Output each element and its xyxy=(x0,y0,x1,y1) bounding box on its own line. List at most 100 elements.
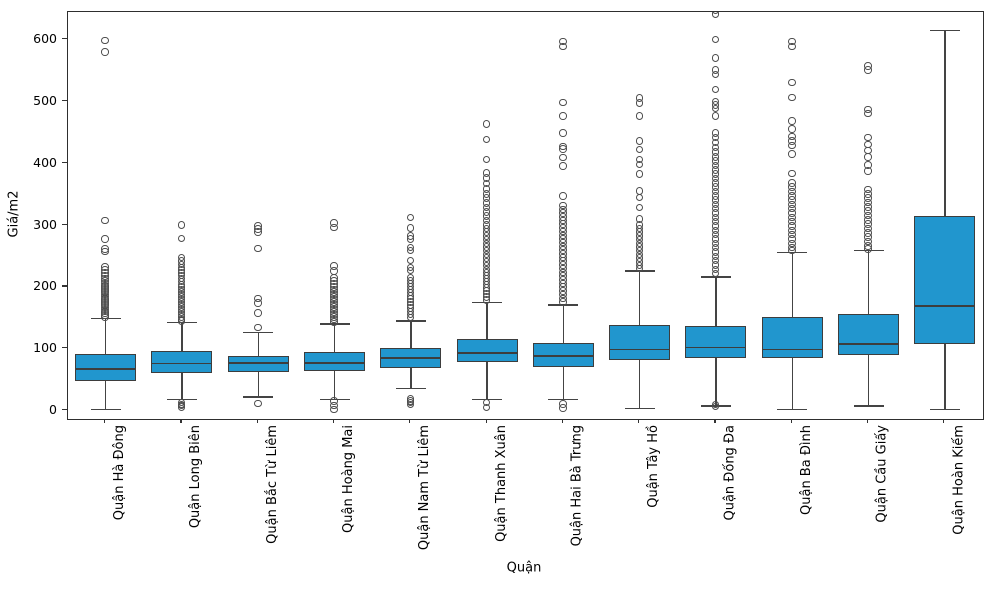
outlier-point xyxy=(864,153,872,161)
outlier-point xyxy=(406,235,415,243)
outlier-point xyxy=(635,193,644,202)
outlier-point xyxy=(406,213,415,222)
outlier-point xyxy=(101,247,109,256)
box xyxy=(304,351,366,371)
outlier-point xyxy=(559,404,567,412)
x-tick-label: Quận Đống Đa xyxy=(722,425,738,521)
outlier-point xyxy=(711,104,720,113)
median-line xyxy=(532,355,594,357)
outlier-point xyxy=(177,317,186,325)
outlier-point xyxy=(101,48,109,56)
outlier-point xyxy=(406,313,415,322)
plot-area xyxy=(66,10,984,420)
outlier-point xyxy=(254,309,262,317)
y-tick-mark xyxy=(62,38,67,40)
whisker-cap-bottom xyxy=(929,408,960,410)
y-tick-label: 600 xyxy=(33,31,57,47)
median-line xyxy=(838,342,900,345)
outlier-point xyxy=(559,145,567,153)
x-tick-label: Quận Thanh Xuân xyxy=(493,425,509,542)
outlier-point xyxy=(711,11,720,18)
outlier-point xyxy=(711,54,720,62)
outlier-point xyxy=(635,160,644,168)
y-tick-mark xyxy=(62,285,67,287)
outlier-point xyxy=(788,246,796,255)
whisker-cap-bottom xyxy=(90,408,121,410)
outlier-point xyxy=(559,298,567,306)
outlier-point xyxy=(711,402,720,411)
outlier-point xyxy=(330,405,338,414)
x-tick-mark xyxy=(561,418,563,423)
median-line xyxy=(75,368,137,370)
box xyxy=(227,356,289,372)
outlier-point xyxy=(482,120,491,128)
outlier-point xyxy=(254,399,262,408)
box xyxy=(609,324,671,361)
y-tick-mark xyxy=(62,100,67,102)
outlier-point xyxy=(864,167,872,175)
outlier-point xyxy=(711,70,720,79)
box xyxy=(456,338,518,363)
median-line xyxy=(761,348,823,351)
y-tick-label: 500 xyxy=(33,93,57,109)
outlier-point xyxy=(559,129,567,137)
median-line xyxy=(151,362,213,365)
outlier-point xyxy=(788,117,796,125)
x-tick-mark xyxy=(485,418,487,423)
median-line xyxy=(380,357,442,359)
x-tick-label: Quận Long Biên xyxy=(188,425,204,529)
outlier-point xyxy=(177,403,186,411)
outlier-point xyxy=(559,112,567,120)
whisker-cap-top xyxy=(929,29,960,32)
x-tick-mark xyxy=(256,418,258,423)
outlier-point xyxy=(711,85,720,94)
whisker-cap-bottom xyxy=(853,405,884,407)
outlier-point xyxy=(711,112,720,120)
x-tick-mark xyxy=(790,418,792,423)
outlier-point xyxy=(788,150,796,158)
outlier-point xyxy=(482,403,491,412)
x-tick-mark xyxy=(638,418,640,423)
box xyxy=(75,354,137,381)
outlier-point xyxy=(101,235,109,243)
whisker-cap-bottom xyxy=(395,387,426,389)
outlier-point xyxy=(101,36,109,45)
outlier-point xyxy=(635,170,644,178)
outlier-point xyxy=(101,313,109,321)
outlier-point xyxy=(330,318,338,326)
box xyxy=(151,351,213,373)
x-tick-mark xyxy=(409,418,411,423)
outlier-point xyxy=(482,155,491,164)
y-tick-mark xyxy=(62,161,67,164)
outlier-point xyxy=(559,192,567,200)
outlier-point xyxy=(788,42,796,51)
outlier-point xyxy=(406,224,415,232)
median-line xyxy=(914,305,976,307)
whisker-cap-bottom xyxy=(624,407,655,410)
x-tick-label: Quận Hoàn Kiếm xyxy=(951,425,967,535)
x-tick-label: Quận Cầu Giấy xyxy=(875,425,891,523)
outlier-point xyxy=(711,35,720,44)
x-tick-mark xyxy=(714,418,716,423)
x-tick-label: Quận Hoàng Mai xyxy=(341,425,357,533)
y-tick-mark xyxy=(62,347,67,349)
x-tick-label: Quận Hai Bà Trưng xyxy=(569,425,585,547)
outlier-point xyxy=(635,112,644,120)
box xyxy=(914,215,976,345)
x-tick-label: Quận Hà Đông xyxy=(112,425,128,521)
outlier-point xyxy=(788,169,796,178)
outlier-point xyxy=(635,203,644,212)
outlier-point xyxy=(254,323,262,332)
x-tick-mark xyxy=(943,418,945,423)
outlier-point xyxy=(254,228,262,236)
outlier-point xyxy=(406,246,415,255)
outlier-point xyxy=(635,264,644,273)
whisker-cap-top xyxy=(243,331,274,334)
box xyxy=(685,325,747,358)
y-tick-label: 100 xyxy=(33,340,57,356)
outlier-point xyxy=(788,125,796,133)
median-line xyxy=(456,352,518,354)
outlier-point xyxy=(864,109,872,118)
outlier-point xyxy=(406,400,415,409)
whisker-cap-bottom xyxy=(777,408,808,410)
